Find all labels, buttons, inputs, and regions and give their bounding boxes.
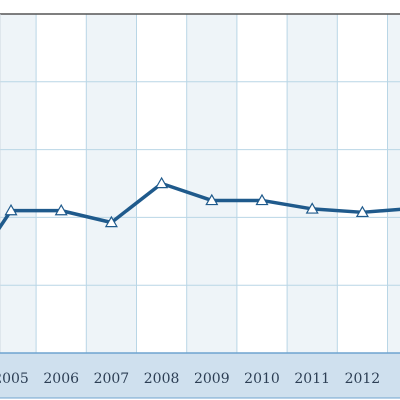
plot-band bbox=[387, 14, 400, 353]
x-tick-label: 2008 bbox=[144, 371, 180, 387]
plot-band bbox=[86, 14, 137, 353]
x-axis-band bbox=[0, 353, 400, 398]
data-point-marker bbox=[205, 193, 219, 206]
data-point-marker bbox=[255, 193, 269, 206]
x-tick-label: 2009 bbox=[194, 371, 230, 387]
x-tick-label: 2010 bbox=[244, 371, 280, 387]
x-tick-label: 2007 bbox=[94, 371, 130, 387]
x-tick-label: 2012 bbox=[345, 371, 381, 387]
series-line bbox=[0, 181, 400, 231]
x-tick-label: 2005 bbox=[0, 371, 29, 387]
x-tick-label: 2011 bbox=[294, 371, 330, 387]
x-tick-label: 2006 bbox=[43, 371, 79, 387]
data-point-marker bbox=[4, 203, 18, 216]
plot-band bbox=[287, 14, 338, 353]
data-point-marker bbox=[305, 202, 319, 214]
plot-band bbox=[186, 14, 237, 353]
data-point-marker bbox=[155, 176, 169, 189]
plot-band bbox=[0, 14, 37, 353]
data-point-marker bbox=[54, 203, 68, 216]
data-point-marker bbox=[104, 215, 118, 228]
data-point-marker bbox=[355, 205, 369, 218]
